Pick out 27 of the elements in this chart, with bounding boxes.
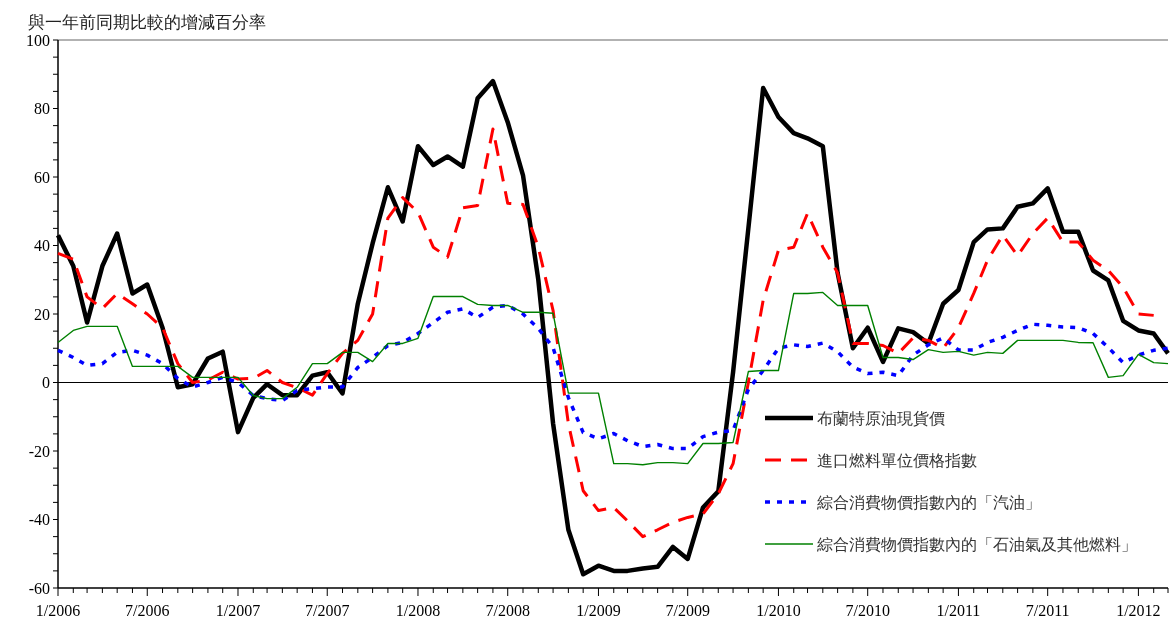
legend-label: 布蘭特原油現貨價 — [817, 408, 945, 428]
y-tick-label: 60 — [34, 168, 50, 186]
x-tick-label: 7/2007 — [305, 602, 350, 619]
y-tick-label: 0 — [42, 374, 50, 392]
x-tick-label: 1/2011 — [936, 602, 981, 619]
x-tick-label: 7/2008 — [485, 602, 530, 619]
x-tick-label: 1/2006 — [35, 602, 81, 619]
x-tick-label: 7/2009 — [665, 602, 710, 619]
legend-label: 綜合消費物價指數內的「石油氣及其他燃料」 — [816, 534, 1137, 554]
legend-label: 進口燃料單位價格指數 — [817, 450, 977, 470]
y-tick-label: 100 — [26, 31, 50, 49]
y-tick-label: 20 — [34, 305, 50, 323]
y-tick-label: -60 — [28, 579, 50, 597]
x-tick-label: 1/2007 — [215, 602, 261, 619]
y-tick-label: -20 — [28, 442, 50, 460]
x-tick-label: 7/2011 — [1025, 602, 1070, 619]
y-axis-title: 與一年前同期比較的增減百分率 — [28, 12, 266, 32]
x-tick-label: 1/2009 — [576, 602, 621, 619]
x-tick-label: 7/2010 — [845, 602, 890, 619]
y-tick-label: 80 — [34, 100, 50, 118]
x-tick-label: 1/2012 — [1116, 602, 1161, 619]
y-tick-label: 40 — [34, 237, 50, 255]
x-tick-label: 1/2010 — [756, 602, 801, 619]
y-tick-label: -40 — [28, 511, 50, 529]
x-tick-label: 1/2008 — [395, 602, 441, 619]
legend-label: 綜合消費物價指數內的「汽油」 — [816, 492, 1041, 512]
x-tick-label: 7/2006 — [125, 602, 170, 619]
